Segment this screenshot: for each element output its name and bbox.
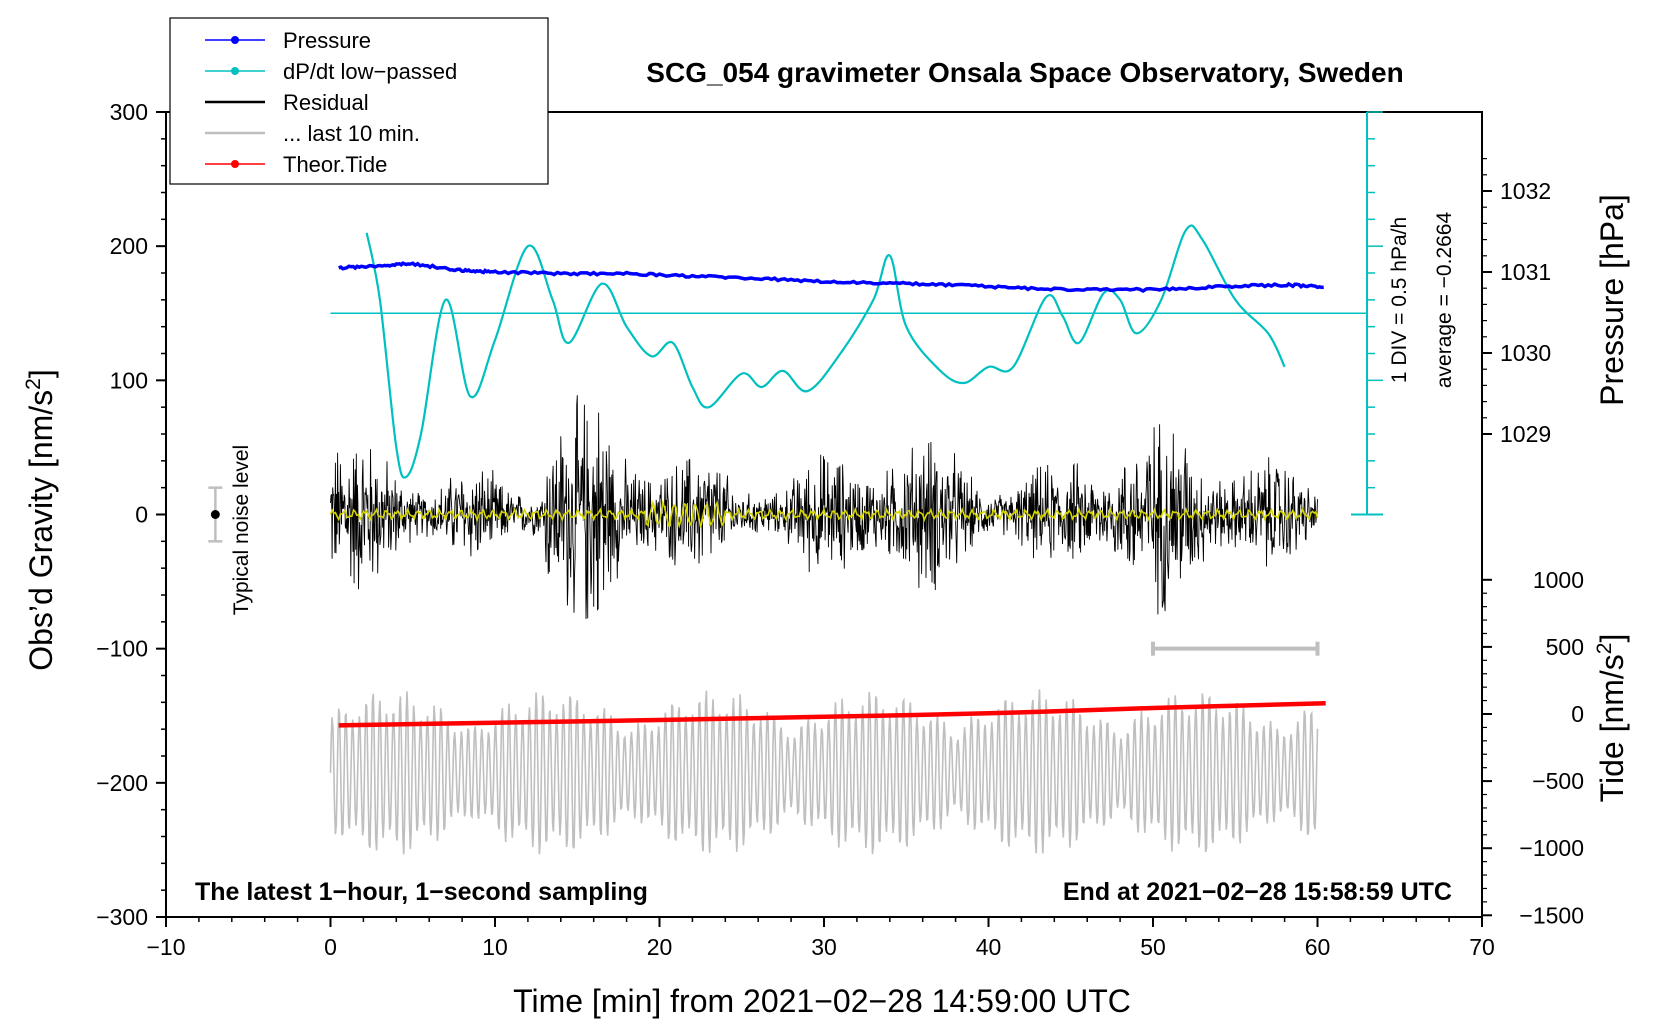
dpdt-scale-label: 1 DIV = 0.5 hPa/h bbox=[1388, 217, 1411, 383]
legend-label: Theor.Tide bbox=[283, 152, 387, 177]
dpdt-average-label: average = −0.2664 bbox=[1433, 212, 1456, 389]
legend-marker bbox=[231, 36, 239, 44]
legend-marker bbox=[231, 160, 239, 168]
y-axis-ticks: 300 200 100 0 −100 −200 −300 bbox=[96, 99, 166, 930]
tide-tick-label: 0 bbox=[1571, 701, 1584, 727]
pressure-axis-ticks: 1032 1031 1030 1029 bbox=[1482, 158, 1551, 447]
pressure-tick-label: 1031 bbox=[1500, 259, 1551, 285]
y-tick-label: 300 bbox=[110, 99, 148, 125]
tide-tick-label: −500 bbox=[1532, 768, 1584, 794]
x-tick-label: 60 bbox=[1305, 934, 1331, 960]
y-tick-label: −300 bbox=[96, 904, 148, 930]
pressure-axis-label: Pressure [hPa] bbox=[1594, 194, 1630, 406]
noise-dot bbox=[210, 510, 220, 519]
y-axis-label: Obs’d Gravity [nm/s2] bbox=[22, 369, 59, 671]
pressure-line bbox=[338, 261, 1324, 294]
x-tick-label: 30 bbox=[811, 934, 837, 960]
legend-marker bbox=[231, 67, 239, 75]
legend-label: Pressure bbox=[283, 28, 371, 53]
x-tick-label: 20 bbox=[647, 934, 673, 960]
tide-tick-label: 500 bbox=[1546, 634, 1584, 660]
noise-level-label: Typical noise level bbox=[230, 445, 253, 615]
y-tick-label: −200 bbox=[96, 770, 148, 796]
last-10-min-line bbox=[329, 689, 1319, 855]
dpdt-line bbox=[365, 224, 1286, 479]
legend-label: ... last 10 min. bbox=[283, 121, 420, 146]
tide-tick-label: 1000 bbox=[1533, 567, 1584, 593]
y-tick-label: 200 bbox=[110, 233, 148, 259]
residual-line bbox=[330, 395, 1318, 620]
y-tick-label: 100 bbox=[110, 367, 148, 393]
series-layer bbox=[329, 224, 1367, 855]
pressure-tick-label: 1032 bbox=[1500, 178, 1551, 204]
tide-tick-label: −1500 bbox=[1519, 902, 1584, 928]
y-tick-label: −100 bbox=[96, 636, 148, 662]
tide-tick-label: −1000 bbox=[1519, 835, 1584, 861]
sampling-note: The latest 1−hour, 1−second sampling bbox=[195, 878, 648, 906]
residual-lowpass-line bbox=[329, 499, 1319, 529]
noise-indicator bbox=[208, 486, 223, 543]
theor-tide-line bbox=[338, 701, 1326, 728]
x-tick-label: 70 bbox=[1469, 934, 1495, 960]
y-tick-label: 0 bbox=[135, 502, 148, 528]
x-tick-label: 50 bbox=[1140, 934, 1166, 960]
pressure-tick-label: 1029 bbox=[1500, 421, 1551, 447]
x-tick-label: 40 bbox=[976, 934, 1002, 960]
tide-axis-ticks: 1000 500 0 −500 −1000 −1500 bbox=[1482, 567, 1584, 928]
x-tick-label: 10 bbox=[482, 934, 508, 960]
x-tick-label: 0 bbox=[324, 934, 337, 960]
x-tick-label: −10 bbox=[146, 934, 185, 960]
legend-label: Residual bbox=[283, 90, 369, 115]
pressure-tick-label: 1030 bbox=[1500, 340, 1551, 366]
legend: Pressure dP/dt low−passed Residual ... last… bbox=[205, 28, 457, 177]
tide-axis-label: Tide [nm/s2] bbox=[1593, 634, 1630, 803]
x-axis-label: Time [min] from 2021−02−28 14:59:00 UTC bbox=[513, 983, 1131, 1019]
x-axis-ticks: −10 0 10 20 30 40 50 60 70 bbox=[146, 917, 1495, 960]
chart-title: SCG_054 gravimeter Onsala Space Observat… bbox=[646, 57, 1403, 88]
legend-label: dP/dt low−passed bbox=[283, 59, 457, 84]
end-time-note: End at 2021−02−28 15:58:59 UTC bbox=[1063, 878, 1452, 906]
